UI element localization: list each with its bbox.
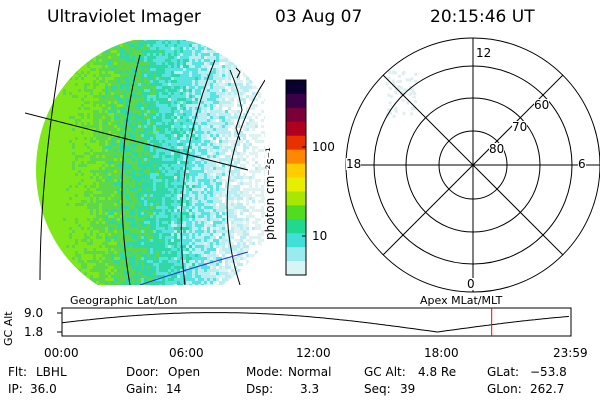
dsp-label: Dsp:	[246, 382, 274, 396]
alt-tick-1-8: 1.8	[24, 325, 44, 339]
colorbar-segment	[286, 121, 306, 137]
altitude-frame	[61, 307, 572, 337]
mlt-12-label: 12	[476, 46, 492, 60]
alt-axis-label: GC Alt	[2, 311, 15, 346]
colorbar-segment	[286, 233, 306, 248]
time-tick: 18:00	[424, 346, 459, 360]
time-tick: 06:00	[169, 346, 204, 360]
time-label: 20:15:46 UT	[430, 7, 535, 27]
mode-label: Mode:	[246, 365, 283, 379]
coastline	[229, 67, 243, 141]
mlat-80-label: 80	[489, 142, 505, 156]
mlt-0-label: 0	[467, 277, 475, 291]
gain-value: 14	[166, 382, 182, 396]
longitude-line	[39, 59, 61, 281]
colorbar-tick-10: 10	[312, 229, 328, 243]
ip-label: IP:	[8, 382, 23, 396]
geographic-label: Geographic Lat/Lon	[70, 294, 178, 307]
terminator-line	[139, 251, 249, 285]
glon-label: GLon:	[487, 382, 522, 396]
colorbar-segment	[286, 261, 306, 276]
colorbar-tick-100: 100	[312, 140, 335, 154]
door-label: Door:	[126, 365, 159, 379]
mlat-70-label: 70	[512, 120, 528, 134]
glon-value: 262.7	[530, 382, 565, 396]
colorbar-segment	[286, 163, 306, 178]
filter-value: LBHL	[36, 365, 67, 379]
colorbar-segment	[286, 93, 306, 109]
time-tick: 12:00	[296, 346, 331, 360]
colorbar-segment	[286, 135, 306, 151]
mode-value: Normal	[288, 365, 332, 379]
time-tick: 00:00	[44, 346, 79, 360]
altitude-curve	[61, 312, 569, 333]
longitude-line	[121, 54, 141, 285]
colorbar-segment	[286, 107, 306, 123]
longitude-line	[180, 59, 216, 285]
colorbar-segment	[286, 247, 306, 262]
diagonal-line	[382, 74, 564, 256]
colorbar-segment	[286, 205, 306, 220]
instrument-title: Ultraviolet Imager	[47, 7, 201, 27]
seq-label: Seq:	[364, 382, 391, 396]
latitude-line	[25, 112, 249, 171]
gain-label: Gain:	[126, 382, 158, 396]
filter-label: Flt:	[8, 365, 27, 379]
alt-tick-9: 9.0	[24, 306, 44, 320]
colorbar-segment	[286, 80, 306, 95]
date-label: 03 Aug 07	[275, 7, 363, 27]
colorbar-segment	[286, 177, 306, 192]
mlt-18-label: 18	[346, 157, 362, 171]
mlat-60-label: 60	[534, 98, 550, 112]
colorbar-segment	[286, 219, 306, 234]
gc-alt-label: GC Alt:	[364, 365, 406, 379]
longitude-line	[226, 79, 265, 285]
glat-value: −53.8	[530, 365, 567, 379]
dsp-value: 3.3	[300, 382, 320, 396]
colorbar-segment	[286, 191, 306, 206]
gc-alt-value: 4.8 Re	[418, 365, 457, 379]
seq-value: 39	[400, 382, 416, 396]
ip-value: 36.0	[30, 382, 57, 396]
glat-label: GLat:	[487, 365, 520, 379]
time-tick: 23:59	[553, 346, 588, 360]
colorbar-segment	[286, 149, 306, 165]
apex-label: Apex MLat/MLT	[420, 294, 503, 307]
colorbar-frame	[285, 79, 307, 276]
door-value: Open	[168, 365, 201, 379]
mlt-6-label: 6	[578, 157, 586, 171]
